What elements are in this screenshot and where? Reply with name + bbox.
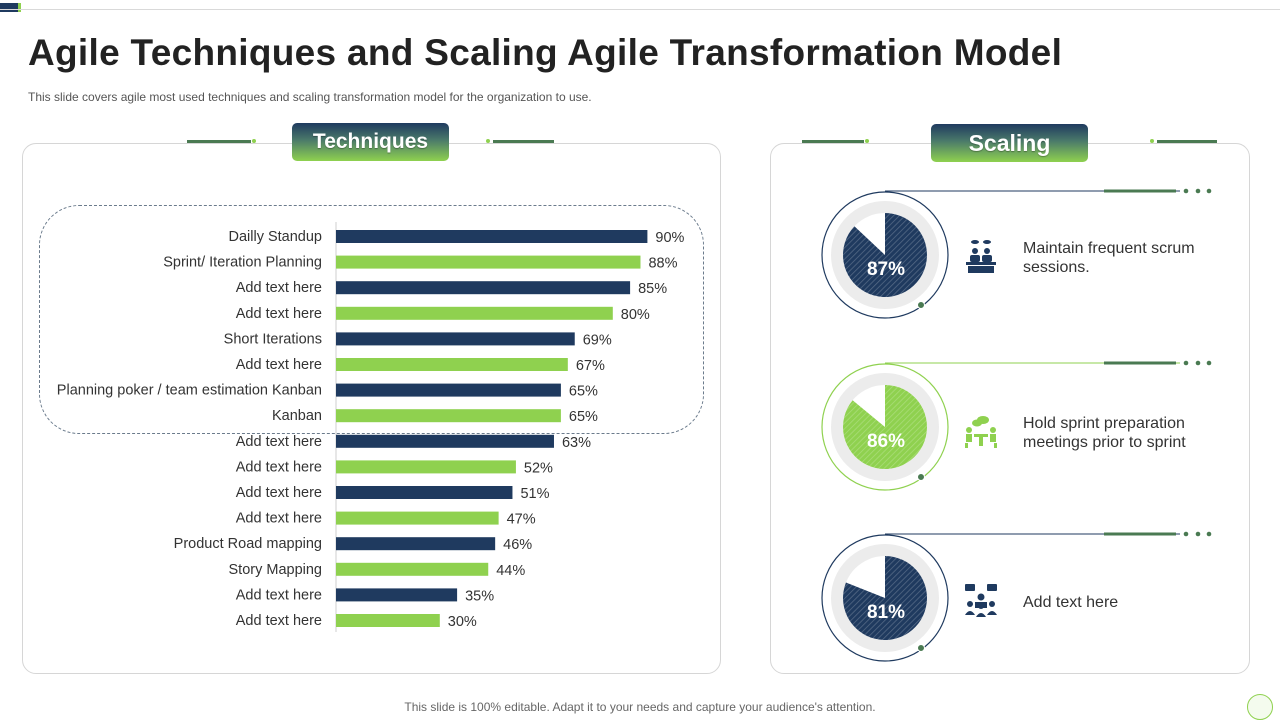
value-label-12: 47% bbox=[507, 512, 536, 528]
team-chat-icon bbox=[965, 584, 997, 617]
scaling-connector-accent-1 bbox=[1104, 189, 1176, 193]
category-label-7: Planning poker / team estimation Kanban bbox=[57, 383, 322, 399]
category-label-9: Add text here bbox=[236, 434, 322, 450]
category-label-16: Add text here bbox=[236, 613, 322, 629]
bar-12 bbox=[336, 511, 499, 525]
category-label-5: Short Iterations bbox=[224, 331, 322, 347]
value-label-16: 30% bbox=[448, 614, 477, 630]
scaling-dot-2-2 bbox=[1195, 360, 1201, 366]
value-label-14: 44% bbox=[496, 563, 525, 579]
category-label-6: Add text here bbox=[236, 357, 322, 373]
bar-8 bbox=[336, 409, 561, 423]
gauge-marker-1 bbox=[917, 301, 925, 309]
footer-badge bbox=[1247, 694, 1273, 720]
scaling-text-1: Maintain frequent scrum sessions. bbox=[1023, 240, 1195, 276]
scaling-right-dot bbox=[1150, 139, 1154, 143]
scaling-dot-3-3 bbox=[1206, 531, 1212, 537]
top-divider bbox=[0, 9, 1280, 10]
scaling-right-line bbox=[1157, 140, 1217, 143]
techniques-right-dot bbox=[486, 139, 490, 143]
gauge-slice-3 bbox=[843, 556, 928, 641]
bar-5 bbox=[336, 332, 575, 346]
category-label-3: Add text here bbox=[236, 280, 322, 296]
meeting-table-icon bbox=[966, 240, 996, 273]
category-label-10: Add text here bbox=[236, 459, 322, 475]
gauge-label-2: 86% bbox=[867, 431, 905, 452]
scaling-dot-1-3 bbox=[1206, 188, 1212, 194]
category-label-1: Dailly Standup bbox=[229, 229, 323, 245]
value-label-5: 69% bbox=[583, 332, 612, 348]
scaling-dot-2-1 bbox=[1183, 360, 1189, 366]
footer-note: This slide is 100% editable. Adapt it to… bbox=[404, 700, 876, 714]
bar-10 bbox=[336, 460, 516, 474]
scaling-dot-3-1 bbox=[1183, 531, 1189, 537]
value-label-15: 35% bbox=[465, 588, 494, 604]
value-label-13: 46% bbox=[503, 537, 532, 553]
category-label-13: Product Road mapping bbox=[174, 536, 322, 552]
techniques-left-dot bbox=[252, 139, 256, 143]
page-title: Agile Techniques and Scaling Agile Trans… bbox=[28, 32, 1063, 73]
techniques-tag: Techniques bbox=[292, 123, 449, 161]
value-label-7: 65% bbox=[569, 384, 598, 400]
value-label-8: 65% bbox=[569, 409, 598, 425]
gauge-marker-3 bbox=[917, 644, 925, 652]
scaling-text-2: Hold sprint preparation meetings prior t… bbox=[1023, 415, 1186, 451]
discussion-table-icon bbox=[965, 416, 997, 448]
bar-1 bbox=[336, 230, 648, 243]
scaling-left-dot bbox=[865, 139, 869, 143]
scaling-dot-3-2 bbox=[1195, 531, 1201, 537]
corner-accent bbox=[0, 3, 18, 12]
value-label-9: 63% bbox=[562, 435, 591, 451]
page-subtitle: This slide covers agile most used techni… bbox=[28, 90, 592, 104]
value-label-6: 67% bbox=[576, 358, 605, 374]
bar-14 bbox=[336, 562, 489, 576]
scaling-dot-1-2 bbox=[1195, 188, 1201, 194]
category-label-8: Kanban bbox=[272, 408, 322, 424]
scaling-text-3: Add text here bbox=[1023, 594, 1119, 611]
value-label-10: 52% bbox=[524, 460, 553, 476]
bar-4 bbox=[336, 306, 613, 320]
bar-13 bbox=[336, 537, 496, 551]
gauge-label-3: 81% bbox=[867, 602, 905, 623]
gauge-label-1: 87% bbox=[867, 259, 905, 280]
category-label-4: Add text here bbox=[236, 306, 322, 322]
category-label-12: Add text here bbox=[236, 511, 322, 527]
scaling-tag: Scaling bbox=[931, 124, 1088, 162]
value-label-4: 80% bbox=[621, 307, 650, 323]
top-techniques-highlight bbox=[39, 205, 704, 434]
category-label-11: Add text here bbox=[236, 485, 322, 501]
bar-6 bbox=[336, 358, 568, 371]
gauge-slice-2 bbox=[843, 385, 928, 470]
value-label-3: 85% bbox=[638, 281, 667, 297]
bar-16 bbox=[336, 614, 440, 627]
scaling-connector-accent-2 bbox=[1104, 361, 1176, 365]
bar-7 bbox=[336, 383, 561, 397]
gauge-slice-1 bbox=[843, 213, 928, 297]
techniques-right-line bbox=[493, 140, 554, 143]
scaling-dot-2-3 bbox=[1206, 360, 1212, 366]
value-label-11: 51% bbox=[520, 486, 549, 502]
techniques-left-line bbox=[187, 140, 251, 143]
value-label-1: 90% bbox=[655, 230, 684, 246]
category-label-14: Story Mapping bbox=[229, 562, 323, 578]
scaling-connector-accent-3 bbox=[1104, 532, 1176, 536]
value-label-2: 88% bbox=[648, 256, 677, 272]
bar-9 bbox=[336, 434, 554, 448]
gauge-marker-2 bbox=[917, 473, 925, 481]
bar-3 bbox=[336, 281, 631, 295]
bar-11 bbox=[336, 486, 513, 499]
scaling-dot-1-1 bbox=[1183, 188, 1189, 194]
scaling-left-line bbox=[802, 140, 864, 143]
category-label-2: Sprint/ Iteration Planning bbox=[163, 255, 322, 271]
bar-2 bbox=[336, 255, 641, 269]
category-label-15: Add text here bbox=[236, 587, 322, 603]
bar-15 bbox=[336, 588, 458, 602]
corner-accent-green bbox=[18, 3, 21, 12]
